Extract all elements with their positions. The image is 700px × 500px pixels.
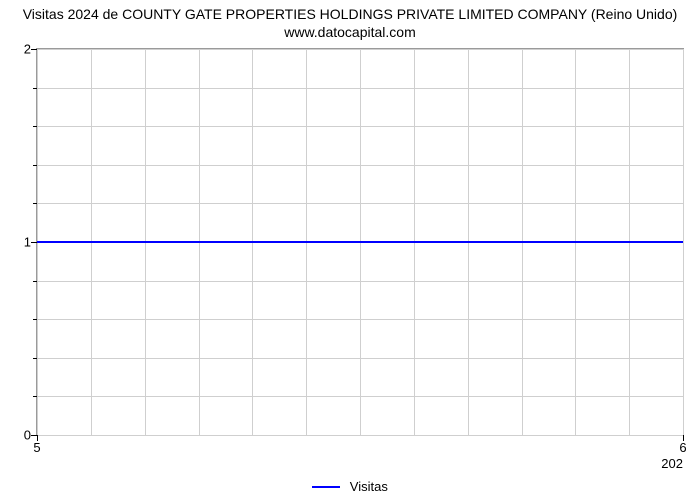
plot-container: 01256202 — [36, 48, 684, 436]
legend-swatch — [312, 486, 340, 488]
y-axis-label: 0 — [13, 428, 31, 443]
chart-title: Visitas 2024 de COUNTY GATE PROPERTIES H… — [0, 0, 700, 41]
legend-label: Visitas — [350, 479, 388, 494]
legend: Visitas — [0, 478, 700, 494]
chart-title-line2: www.datocapital.com — [0, 24, 700, 42]
y-axis-label: 2 — [13, 42, 31, 57]
y-axis-label: 1 — [13, 235, 31, 250]
x-axis-secondary-label: 202 — [661, 456, 683, 471]
gridline-horizontal — [37, 435, 683, 436]
series-line-visitas — [37, 241, 683, 243]
plot-area: 01256202 — [36, 48, 684, 436]
x-axis-label: 6 — [679, 440, 686, 455]
chart-title-line1: Visitas 2024 de COUNTY GATE PROPERTIES H… — [0, 6, 700, 24]
x-axis-label: 5 — [33, 440, 40, 455]
gridline-vertical — [683, 49, 684, 435]
